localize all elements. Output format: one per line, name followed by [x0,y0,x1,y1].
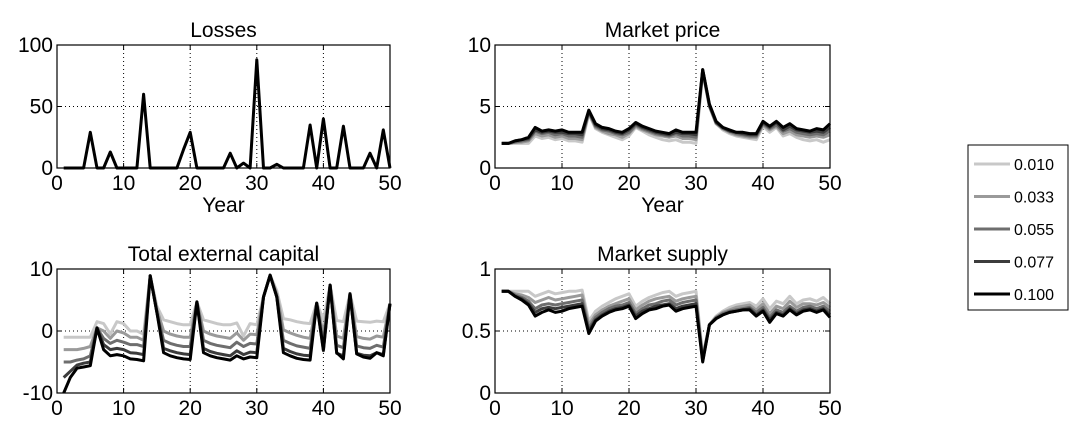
chart-title: Total external capital [128,243,319,266]
x-tick-label: 0 [51,172,63,195]
x-axis-label: Year [641,194,683,217]
x-tick-label: 30 [245,172,268,195]
series-line-0.100 [501,289,832,364]
losses-panel: 0 10 20 30 40 50 0 50 100 Losses Year [18,19,402,217]
x-tick-label: 10 [112,397,135,420]
market-supply-panel: 0 10 20 30 40 50 0 0.5 1 Market supply [462,243,842,420]
legend-label: 0.033 [1014,190,1054,207]
x-tick-label: 40 [751,172,774,195]
x-tick-label: 20 [617,397,640,420]
series-line-0.033 [501,289,831,360]
chart-title: Market supply [597,243,728,266]
y-tick-label: 10 [30,258,53,281]
x-tick-label: 10 [112,172,135,195]
y-tick-label: 0 [479,157,491,180]
x-tick-label: 50 [378,397,401,420]
y-tick-label: 50 [30,96,53,119]
x-tick-label: 30 [684,172,707,195]
series-line-0.010 [501,288,832,358]
y-tick-label: 0 [41,157,53,180]
x-tick-label: 10 [550,172,573,195]
x-tick-label: 20 [617,172,640,195]
x-tick-label: 0 [489,172,501,195]
y-tick-label: 0 [41,320,53,343]
x-tick-label: 40 [751,397,774,420]
series-line-0.055 [501,289,831,361]
x-tick-label: 50 [378,172,401,195]
x-tick-label: 40 [312,397,335,420]
plot-area [57,45,390,168]
series-line-0.010 [63,273,392,339]
legend-label: 0.077 [1014,255,1054,272]
x-tick-label: 10 [550,397,573,420]
y-tick-label: 10 [468,34,491,57]
x-tick-label: 0 [51,397,63,420]
x-axis-label: Year [202,194,244,217]
y-tick-label: -10 [23,382,53,405]
series-line-0.100 [501,68,832,145]
x-tick-label: 40 [312,172,335,195]
y-tick-label: 1 [479,258,491,281]
legend-label: 0.055 [1014,222,1054,239]
y-tick-label: 0.5 [462,320,491,343]
x-tick-label: 20 [179,397,202,420]
chart-title: Losses [190,19,257,42]
x-tick-label: 0 [489,397,501,420]
legend-label: 0.100 [1014,287,1054,304]
x-tick-label: 30 [684,397,707,420]
legend-label: 0.010 [1014,157,1054,174]
y-tick-label: 5 [479,96,491,119]
plot-area [495,269,830,393]
chart-title: Market price [605,19,721,42]
legend: 0.010 0.033 0.055 0.077 0.100 [967,144,1069,311]
y-tick-label: 0 [479,382,491,405]
market-price-panel: 0 10 20 30 40 50 0 5 10 Market price Year [468,19,842,217]
x-tick-label: 50 [818,397,841,420]
x-tick-label: 30 [245,397,268,420]
series-line-0.100 [62,273,392,394]
x-tick-label: 50 [818,172,841,195]
x-tick-label: 20 [179,172,202,195]
y-tick-label: 100 [18,34,53,57]
plot-area [495,45,830,168]
